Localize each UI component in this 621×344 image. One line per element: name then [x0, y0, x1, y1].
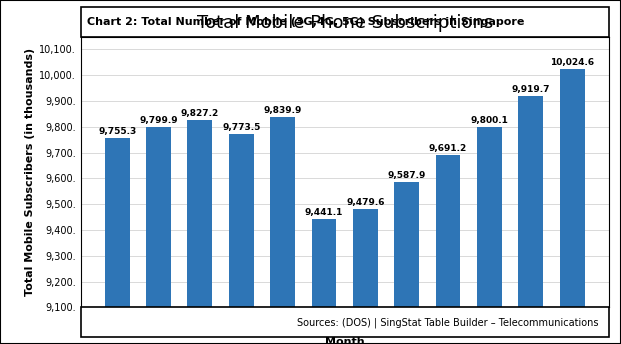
Bar: [353, 209, 378, 344]
Bar: [312, 219, 337, 344]
Text: 9,479.6: 9,479.6: [346, 198, 384, 207]
Title: Total Mobile Phone Subscriptions: Total Mobile Phone Subscriptions: [196, 14, 493, 32]
Text: 9,773.5: 9,773.5: [222, 123, 260, 132]
Y-axis label: Total Mobile Subscribers (in thousands): Total Mobile Subscribers (in thousands): [25, 48, 35, 296]
Bar: [270, 117, 295, 344]
Text: 9,441.1: 9,441.1: [305, 208, 343, 217]
Text: 9,800.1: 9,800.1: [471, 116, 509, 125]
Bar: [394, 182, 419, 344]
Text: 9,827.2: 9,827.2: [181, 109, 219, 118]
Bar: [560, 69, 584, 344]
Text: 9,755.3: 9,755.3: [98, 127, 136, 136]
Text: Sources: (DOS) | SingStat Table Builder – Telecommunications: Sources: (DOS) | SingStat Table Builder …: [296, 317, 598, 327]
Bar: [105, 138, 130, 344]
Text: Chart 2: Total Number of Mobile (3G,4G, 5G) Subscribers in Singapore: Chart 2: Total Number of Mobile (3G,4G, …: [87, 17, 525, 27]
Bar: [229, 134, 253, 344]
Text: 9,587.9: 9,587.9: [388, 171, 426, 180]
Text: 9,691.2: 9,691.2: [429, 144, 467, 153]
Text: 9,919.7: 9,919.7: [512, 85, 550, 94]
Bar: [436, 155, 461, 344]
Bar: [477, 127, 502, 344]
Text: 9,839.9: 9,839.9: [263, 106, 302, 115]
Text: 9,799.9: 9,799.9: [139, 116, 178, 125]
Bar: [146, 127, 171, 344]
Bar: [519, 96, 543, 344]
X-axis label: Month: Month: [325, 337, 365, 344]
Text: 10,024.6: 10,024.6: [550, 58, 594, 67]
Bar: [188, 120, 212, 344]
